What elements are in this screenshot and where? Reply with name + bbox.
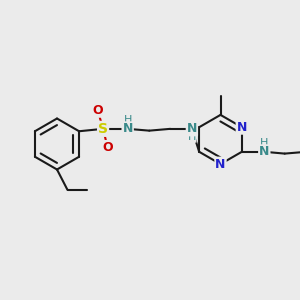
Text: H: H bbox=[260, 138, 269, 148]
Text: N: N bbox=[122, 122, 133, 135]
Text: S: S bbox=[98, 122, 108, 136]
Text: H: H bbox=[188, 132, 196, 142]
Text: N: N bbox=[259, 145, 269, 158]
Text: O: O bbox=[102, 141, 113, 154]
Text: N: N bbox=[237, 121, 247, 134]
Text: H: H bbox=[124, 116, 132, 125]
Text: N: N bbox=[187, 122, 197, 135]
Text: N: N bbox=[215, 158, 226, 171]
Text: O: O bbox=[92, 104, 103, 117]
